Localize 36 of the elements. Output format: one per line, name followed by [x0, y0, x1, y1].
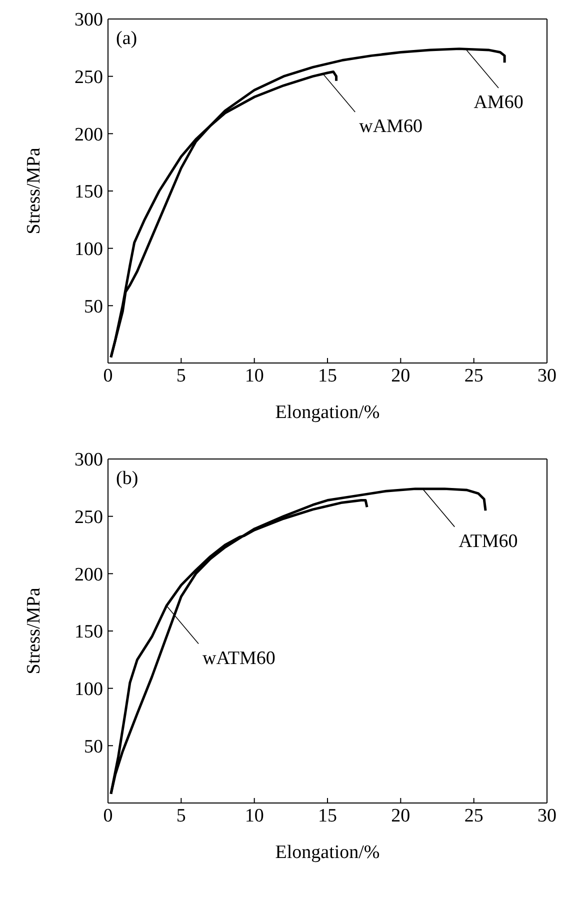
- x-tick-label: 25: [464, 805, 484, 826]
- x-tick-label: 20: [391, 365, 410, 386]
- x-tick-label: 20: [391, 805, 410, 826]
- annotation: wATM60: [202, 648, 276, 669]
- x-tick-label: 10: [244, 805, 264, 826]
- x-tick-label: 0: [103, 365, 113, 386]
- y-tick-label: 50: [84, 296, 103, 318]
- x-tick-label: 15: [318, 365, 337, 386]
- y-tick-label: 200: [74, 564, 103, 586]
- y-tick-label: 250: [74, 507, 103, 528]
- x-tick-label: 15: [318, 805, 337, 826]
- x-tick-label: 30: [538, 365, 556, 386]
- y-axis-title: Stress/MPa: [24, 587, 45, 674]
- x-tick-label: 5: [176, 805, 186, 826]
- text: (b): [116, 468, 138, 490]
- x-tick-label: 10: [244, 365, 264, 386]
- annotation: AM60: [474, 92, 524, 113]
- x-tick-label: 5: [176, 365, 186, 386]
- x-axis-title: Elongation/%: [275, 842, 380, 863]
- y-tick-label: 150: [74, 622, 103, 643]
- x-tick-label: 0: [103, 805, 113, 826]
- x-tick-label: 25: [464, 365, 484, 386]
- y-tick-label: 200: [74, 124, 103, 146]
- y-tick-label: 50: [84, 736, 103, 758]
- x-tick-label: 30: [538, 805, 556, 826]
- y-tick-label: 100: [74, 679, 103, 700]
- y-tick-label: 250: [74, 67, 103, 88]
- y-tick-label: 300: [74, 10, 103, 31]
- y-tick-label: 150: [74, 182, 103, 203]
- x-axis-title: Elongation/%: [275, 402, 380, 423]
- y-tick-label: 300: [74, 450, 103, 471]
- y-axis-title: Stress/MPa: [24, 147, 45, 234]
- y-tick-label: 100: [74, 239, 103, 260]
- annotation: ATM60: [458, 530, 518, 552]
- text: (a): [116, 28, 138, 50]
- annotation: wAM60: [359, 116, 422, 138]
